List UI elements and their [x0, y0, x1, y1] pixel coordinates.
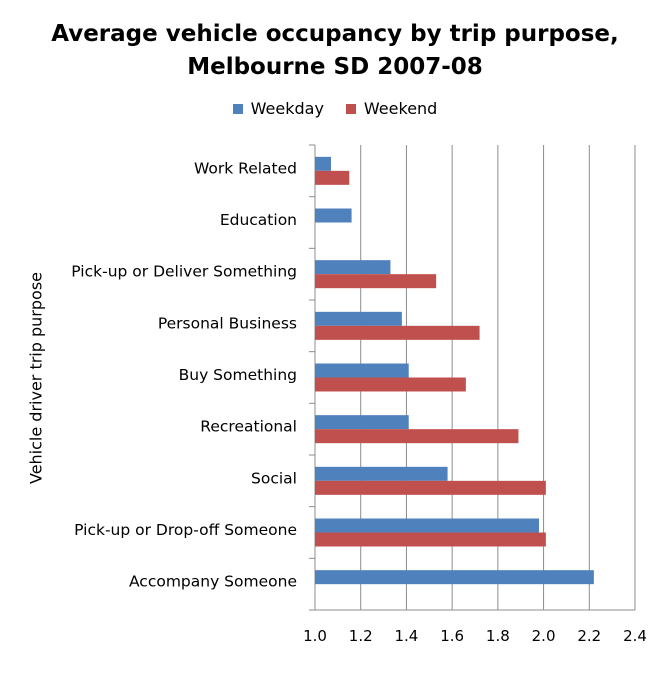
bar-weekend-4 — [315, 377, 466, 392]
category-label-4: Buy Something — [179, 366, 297, 384]
bar-weekday-6 — [315, 466, 448, 481]
bar-weekday-3 — [315, 311, 402, 326]
legend-label-weekday: Weekday — [250, 99, 324, 118]
legend-item-weekday: Weekday — [232, 99, 324, 118]
bar-weekday-2 — [315, 260, 391, 275]
bar-weekday-4 — [315, 363, 409, 378]
category-label-1: Education — [220, 211, 297, 229]
bar-weekday-7 — [315, 518, 539, 533]
bar-weekend-0 — [315, 170, 350, 185]
bar-weekday-1 — [315, 208, 352, 223]
bar-weekend-5 — [315, 429, 519, 444]
legend-swatch-weekday — [232, 103, 243, 114]
chart-title-line-1: Average vehicle occupancy by trip purpos… — [51, 21, 619, 47]
x-tick-label-1: 1.2 — [349, 627, 373, 645]
category-label-7: Pick-up or Drop-off Someone — [74, 521, 297, 539]
bar-weekend-2 — [315, 274, 437, 289]
category-label-6: Social — [251, 469, 297, 487]
bar-weekday-5 — [315, 415, 409, 430]
bar-weekday-0 — [315, 156, 331, 171]
category-label-8: Accompany Someone — [129, 573, 297, 591]
legend: Weekday Weekend — [0, 99, 670, 118]
bar-weekday-8 — [315, 570, 594, 585]
x-tick-label-0: 1.0 — [303, 627, 327, 645]
x-tick-label-6: 2.2 — [577, 627, 601, 645]
category-label-0: Work Related — [194, 159, 297, 177]
bar-weekend-6 — [315, 480, 546, 495]
x-tick-label-7: 2.4 — [623, 627, 647, 645]
x-tick-label-3: 1.6 — [440, 627, 464, 645]
category-label-3: Personal Business — [158, 314, 297, 332]
x-tick-label-2: 1.4 — [394, 627, 418, 645]
legend-swatch-weekend — [345, 103, 356, 114]
category-label-2: Pick-up or Deliver Something — [71, 263, 297, 281]
bar-weekend-7 — [315, 532, 546, 547]
legend-label-weekend: Weekend — [363, 99, 438, 118]
chart-title: Average vehicle occupancy by trip purpos… — [0, 18, 670, 84]
x-tick-label-4: 1.8 — [486, 627, 510, 645]
bar-weekend-3 — [315, 325, 480, 340]
legend-item-weekend: Weekend — [345, 99, 438, 118]
x-tick-label-5: 2.0 — [532, 627, 556, 645]
category-label-5: Recreational — [200, 418, 297, 436]
chart-title-line-2: Melbourne SD 2007-08 — [187, 54, 483, 80]
